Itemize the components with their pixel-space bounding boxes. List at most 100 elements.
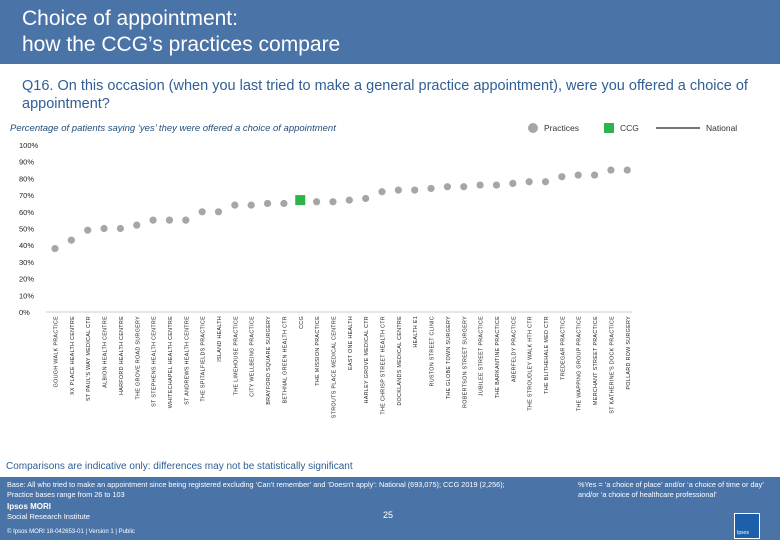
y-tick-label: 10%: [19, 291, 34, 300]
legend-national-label: National: [706, 123, 738, 133]
practice-data-point: [443, 183, 451, 191]
practice-data-point: [165, 216, 174, 224]
header-bar: [0, 0, 780, 64]
category-label: ALBION HEALTH CENTRE: [103, 316, 109, 388]
practice-data-point: [492, 181, 501, 189]
practice-data-point: [525, 178, 533, 186]
category-label: THE WAPPING GROUP PRACTICE: [577, 316, 583, 411]
y-tick-label: 40%: [19, 241, 34, 250]
practice-data-point: [345, 196, 353, 204]
category-label: ABERFELDY PRACTICE: [511, 316, 517, 382]
practice-data-point: [182, 216, 190, 224]
legend-practices: Practices: [528, 123, 579, 133]
practice-data-point: [607, 166, 615, 174]
practice-data-point: [427, 184, 435, 193]
practice-data-point: [100, 224, 108, 233]
y-tick-label: 50%: [19, 225, 34, 234]
practice-data-point: [558, 173, 566, 181]
category-label: DOCKLANDS MEDICAL CENTRE: [397, 316, 403, 406]
practice-data-point: [623, 166, 631, 174]
practice-data-point: [411, 186, 419, 194]
base-note: Base: All who tried to make an appointme…: [7, 480, 505, 499]
practice-data-point: [133, 221, 141, 229]
y-tick-label: 100%: [19, 141, 39, 150]
category-label: POLLARD ROW SURGERY: [626, 316, 632, 390]
practice-data-point: [378, 188, 386, 196]
ipsos-badge-label: Ipsos: [737, 530, 749, 536]
practice-data-point: [84, 226, 92, 234]
category-label: BETHNAL GREEN HEALTH CTR: [282, 316, 288, 403]
category-label: TREDEGAR PRACTICE: [560, 316, 566, 380]
category-label: MERCHANT STREET PRACTICE: [593, 316, 599, 405]
ipsos-mori-logo: Ipsos MORI: [7, 502, 52, 511]
practice-data-point: [280, 199, 288, 208]
category-label: THE SPITALFIELDS PRACTICE: [201, 316, 207, 402]
ccg-data-point: [295, 195, 306, 206]
comparison-note: Comparisons are indicative only: differe…: [6, 461, 353, 472]
legend-national: National: [656, 123, 737, 133]
practice-data-point: [214, 208, 223, 216]
practice-data-point: [460, 183, 468, 191]
copyright-text: © Ipsos MORI 18-042653-01 | Version 1 | …: [7, 529, 135, 535]
category-label: THE BARKANTINE PRACTICE: [495, 316, 501, 398]
page-number: 25: [383, 510, 394, 520]
category-label: CCG: [299, 316, 305, 329]
practice-data-point: [509, 179, 517, 188]
practice-data-point: [590, 171, 599, 179]
category-label: THE GLOBE TOWN SURGERY: [446, 316, 452, 399]
practice-data-point: [67, 236, 75, 244]
practice-data-point: [541, 178, 550, 186]
legend-practices-label: Practices: [544, 123, 579, 133]
y-tick-label: 20%: [19, 275, 34, 284]
footer-bar: [0, 477, 780, 540]
category-label: ST PAUL'S WAY MEDICAL CTR: [86, 316, 92, 401]
ccg-marker-swatch: [604, 123, 614, 133]
y-tick-label: 0%: [19, 308, 30, 317]
practice-data-point: [362, 194, 370, 203]
practice-data-point: [247, 201, 255, 209]
category-label: THE BLITHEHALE MED CTR: [544, 316, 550, 394]
social-research-institute-label: Social Research Institute: [7, 512, 90, 521]
practice-data-point: [149, 216, 157, 224]
y-tick-label: 80%: [19, 174, 34, 183]
category-label: THE GROVE ROAD SURGERY: [135, 316, 141, 400]
practice-data-point: [263, 199, 272, 208]
practice-data-point: [574, 171, 582, 179]
practice-data-point: [231, 201, 239, 209]
practice-data-point: [394, 186, 402, 194]
category-label: THE STROUDLEY WALK HTH CTR: [528, 316, 534, 411]
category-label: STROUTS PLACE MEDICAL CENTRE: [331, 316, 337, 418]
category-label: WHITECHAPEL HEALTH CENTRE: [168, 316, 174, 408]
category-label: CITY WELLBEING PRACTICE: [250, 316, 256, 397]
question-text: Q16. On this occasion (when you last tri…: [22, 78, 748, 112]
category-label: RUSTON STREET CLINIC: [430, 316, 436, 387]
practice-data-point: [116, 224, 124, 233]
category-label: ISLAND HEALTH: [217, 316, 223, 362]
category-label: ST STEPHENS HEALTH CENTRE: [152, 316, 158, 407]
practice-data-point: [476, 181, 484, 189]
chart-subtitle: Percentage of patients saying ‘yes’ they…: [10, 123, 336, 134]
y-tick-label: 70%: [19, 191, 34, 200]
category-label: ST KATHERINE'S DOCK PRACTICE: [609, 316, 615, 414]
practice-data-point: [51, 244, 59, 253]
practice-marker-swatch: [528, 123, 538, 133]
category-label: HEALTH E1: [413, 316, 419, 348]
legend-ccg-label: CCG: [620, 123, 639, 133]
category-label: THE CHRISP STREET HEALTH CTR: [381, 316, 387, 415]
category-label: XX PLACE HEALTH CENTRE: [70, 316, 76, 395]
y-tick-label: 30%: [19, 258, 34, 267]
category-label: THE MISSION PRACTICE: [315, 316, 321, 386]
category-label: ROBERTSON STREET SURGERY: [462, 316, 468, 408]
category-label: THE LIMEHOUSE PRACTICE: [233, 316, 239, 395]
practice-data-point: [329, 198, 337, 206]
category-label: HARFORD HEALTH CENTRE: [119, 316, 125, 395]
legend-ccg: CCG: [604, 123, 639, 133]
category-label: ST ANDREWS HEALTH CENTRE: [184, 316, 190, 405]
page-title: Choice of appointment: how the CCG’s pra…: [22, 7, 341, 56]
category-label: EAST ONE HEALTH: [348, 316, 354, 370]
practice-data-point: [198, 208, 206, 216]
category-label: JUBILEE STREET PRACTICE: [479, 316, 485, 396]
yes-definition-note: %Yes = ‘a choice of place’ and/or ‘a cho…: [578, 480, 764, 499]
national-line-swatch: [656, 127, 700, 129]
ipsos-logo-badge: Ipsos: [734, 513, 760, 539]
